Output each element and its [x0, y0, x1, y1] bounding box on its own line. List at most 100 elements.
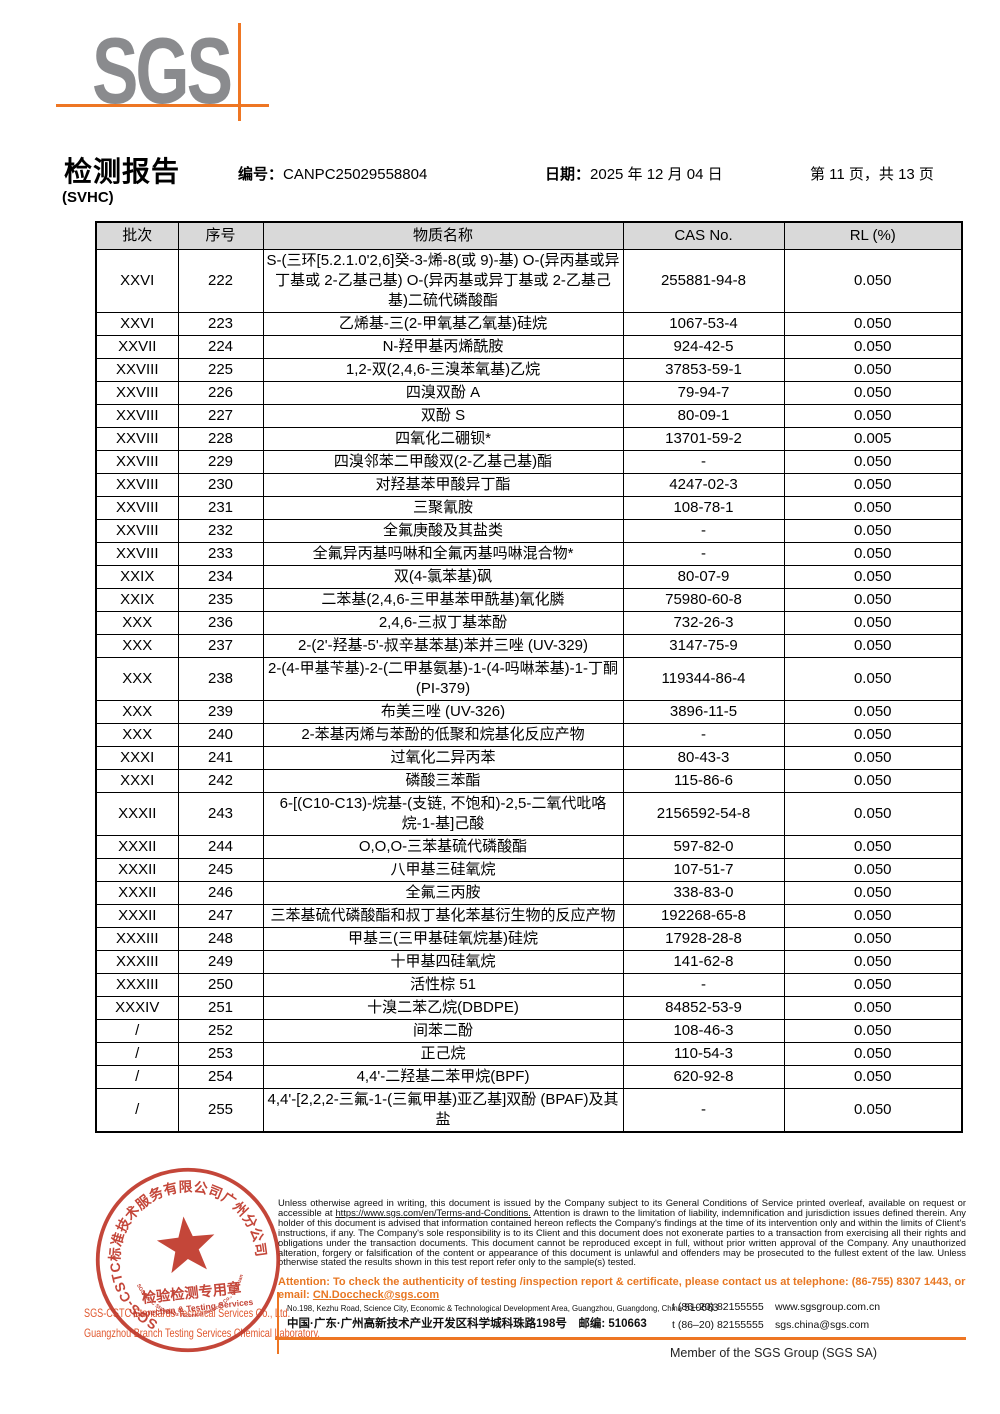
cell-batch: XXXIV [95, 996, 179, 1020]
cell-batch: / [95, 1019, 179, 1043]
cell-batch: XXVIII [95, 427, 179, 451]
cell-batch: XXXI [95, 746, 179, 770]
cell-rl-percent: 0.050 [783, 542, 963, 566]
cell-rl-percent: 0.050 [783, 996, 963, 1020]
table-row: XXVIII 232 全氟庚酸及其盐类 -0.050 [95, 519, 963, 543]
cell-no: 245 [177, 858, 264, 882]
cell-substance-name: 全氟三丙胺 [262, 881, 624, 905]
cell-no: 240 [177, 723, 264, 747]
cell-rl-percent: 0.050 [783, 519, 963, 543]
cell-batch: XXXI [95, 769, 179, 793]
cell-no: 232 [177, 519, 264, 543]
cell-no: 242 [177, 769, 264, 793]
stamp-ring [95, 1167, 281, 1353]
cell-substance-name: 八甲基三硅氧烷 [262, 858, 624, 882]
page-title: 检测报告 [64, 156, 181, 187]
substance-table-body: XXVI 222 S-(三环[5.2.1.0'2,6]癸-3-烯-8(或 9)-基)… [95, 249, 963, 1133]
terms-link[interactable]: https://www.sgs.com/en/Terms-and-Conditi… [335, 1206, 531, 1218]
page-subtitle: (SVHC) [62, 189, 114, 206]
cell-no: 225 [177, 358, 264, 382]
sgs-logo: SGS [92, 18, 233, 123]
cell-rl-percent: 0.050 [783, 588, 963, 612]
table-row: XXX 240 2-苯基丙烯与苯酚的低聚和烷基化反应产物 -0.050 [95, 723, 963, 747]
cell-substance-name: 全氟异丙基吗啉和全氟丙基吗啉混合物* [262, 542, 624, 566]
cell-rl-percent: 0.050 [783, 657, 963, 701]
table-row: XXVIII 233 全氟异丙基吗啉和全氟丙基吗啉混合物* -0.050 [95, 542, 963, 566]
star-icon [156, 1216, 215, 1274]
table-row: XXVIII 226 四溴双酚 A 79-94-7 0.050 [95, 381, 963, 405]
cell-substance-name: 2-(2'-羟基-5'-叔辛基苯基)苯并三唑 (UV-329) [262, 634, 624, 658]
report-number: 编号：CANPC25029558804 [238, 163, 427, 184]
cell-substance-name: 4,4'-二羟基二苯甲烷(BPF) [262, 1065, 624, 1089]
logo-vertical-line [238, 23, 241, 121]
cell-batch: XXVIII [95, 519, 179, 543]
cell-substance-name: 活性棕 51 [262, 973, 624, 997]
cell-no: 241 [177, 746, 264, 770]
doccheck-email-link[interactable]: CN.Doccheck@sgs.com [312, 1288, 440, 1301]
cell-cas-number: - [622, 519, 785, 543]
cell-batch: XXXII [95, 835, 179, 859]
cell-cas-number: 108-46-3 [622, 1019, 785, 1043]
substance-table: 批次 序号 物质名称 CAS No. RL (%) XXVI 222 S-(三环[5… [95, 221, 963, 1133]
cell-no: 252 [177, 1019, 264, 1043]
cell-substance-name: 6-[(C10-C13)-烷基-(支链, 不饱和)-2,5-二氧代吡咯烷-1-基… [262, 792, 624, 836]
contact-email[interactable]: sgs.china@sgs.com [775, 1319, 870, 1331]
cell-batch: / [95, 1042, 179, 1066]
cell-no: 223 [177, 312, 264, 336]
cell-rl-percent: 0.050 [783, 973, 963, 997]
cell-no: 226 [177, 381, 264, 405]
cell-rl-percent: 0.050 [783, 473, 963, 497]
cell-cas-number: 79-94-7 [622, 381, 785, 405]
cell-rl-percent: 0.050 [783, 249, 963, 313]
cell-batch: XXX [95, 700, 179, 724]
cell-no: 231 [177, 496, 264, 520]
cell-substance-name: 乙烯基-三(2-甲氧基乙氧基)硅烷 [262, 312, 624, 336]
table-row: XXVIII 227 双酚 S 80-09-1 0.050 [95, 404, 963, 428]
cell-rl-percent: 0.050 [783, 1065, 963, 1089]
cell-batch: XXX [95, 611, 179, 635]
cell-rl-percent: 0.050 [783, 723, 963, 747]
table-row: XXVIII 228 四氧化二硼钡* 13701-59-2 0.005 [95, 427, 963, 451]
cell-no: 222 [177, 249, 264, 313]
cell-cas-number: 119344-86-4 [622, 657, 785, 701]
address-english-text: No.198, Kezhu Road, Science City, Econom… [287, 1303, 685, 1313]
cell-batch: XXX [95, 723, 179, 747]
report-number-label: 编号： [238, 166, 284, 183]
cell-batch: XXX [95, 634, 179, 658]
cell-no: 254 [177, 1065, 264, 1089]
cell-cas-number: 80-43-3 [622, 746, 785, 770]
cell-batch: XXXII [95, 858, 179, 882]
cell-batch: XXVIII [95, 473, 179, 497]
cell-cas-number: 17928-28-8 [622, 927, 785, 951]
table-row: XXIX 235 二苯基(2,4,6-三甲基苯甲酰基)氧化膦 75980-60-8 0.… [95, 588, 963, 612]
cell-batch: XXVII [95, 335, 179, 359]
table-row: XXXIV 251 十溴二苯乙烷(DBDPE) 84852-53-9 0.050 [95, 996, 963, 1020]
cell-substance-name: 四氧化二硼钡* [262, 427, 624, 451]
cell-batch: XXVIII [95, 404, 179, 428]
cell-substance-name: 三聚氰胺 [262, 496, 624, 520]
cell-cas-number: 13701-59-2 [622, 427, 785, 451]
cell-rl-percent: 0.005 [783, 427, 963, 451]
website-url[interactable]: www.sgsgroup.com.cn [775, 1301, 881, 1313]
cell-rl-percent: 0.050 [783, 381, 963, 405]
table-row: /255 4,4'-[2,2,2-三氟-1-(三氟甲基)亚乙基]双酚 (BPAF)… [95, 1088, 963, 1133]
cell-rl-percent: 0.050 [783, 358, 963, 382]
cell-cas-number: 924-42-5 [622, 335, 785, 359]
cell-substance-name: 十甲基四硅氧烷 [262, 950, 624, 974]
cell-substance-name: 2-(4-甲基苄基)-2-(二甲基氨基)-1-(4-吗啉苯基)-1-丁酮 (PI… [262, 657, 624, 701]
cell-batch: / [95, 1088, 179, 1133]
cell-cas-number: 141-62-8 [622, 950, 785, 974]
table-row: XXVIII 229 四溴邻苯二甲酸双(2-乙基己基)酯 -0.050 [95, 450, 963, 474]
report-date-value: 2025 年 12 月 04 日 [590, 166, 723, 183]
table-row: /252 间苯二酚 108-46-3 0.050 [95, 1019, 963, 1043]
cell-cas-number: 192268-65-8 [622, 904, 785, 928]
report-number-value: CANPC25029558804 [283, 166, 428, 183]
laboratory-name-line1: SGS-CSTC Standards Technical Services Co… [84, 1306, 291, 1320]
cell-substance-name: 四溴双酚 A [262, 381, 624, 405]
cell-substance-name: O,O,O-三苯基硫代磷酸酯 [262, 835, 624, 859]
page-indicator: 第 11 页，共 13 页 [810, 166, 934, 183]
cell-substance-name: 1,2-双(2,4,6-三溴苯氧基)乙烷 [262, 358, 624, 382]
table-row: XXX 237 2-(2'-羟基-5'-叔辛基苯基)苯并三唑 (UV-329) 314… [95, 634, 963, 658]
cell-rl-percent: 0.050 [783, 335, 963, 359]
